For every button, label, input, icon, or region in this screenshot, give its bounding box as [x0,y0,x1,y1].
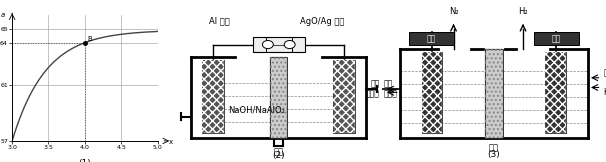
Text: x: x [168,139,173,145]
Bar [545,52,565,133]
Text: H₂: H₂ [518,7,528,16]
Bar [253,37,305,52]
Bar [422,52,442,133]
Bar [422,52,442,133]
Circle shape [284,40,295,49]
Text: 隔膜: 隔膜 [489,143,499,152]
Text: B: B [88,35,93,42]
Text: 隔膜: 隔膜 [274,148,284,157]
Bar [485,49,503,138]
Text: (1): (1) [78,159,92,162]
Text: (3): (3) [487,150,501,159]
Text: 电解
排出液: 电解 排出液 [384,79,398,99]
Text: AgO/Ag 电极: AgO/Ag 电极 [300,17,345,26]
Text: a: a [1,12,5,18]
Text: N₂: N₂ [448,7,458,16]
Bar [333,60,355,133]
Bar [408,32,453,45]
Text: NaOH/NaAlO₂: NaOH/NaAlO₂ [228,106,285,115]
Bar [545,52,565,133]
Text: 尿素: 尿素 [604,68,606,77]
Text: 阴极: 阴极 [552,34,561,43]
Circle shape [262,40,273,49]
Bar [485,49,503,138]
Text: 电解
排出液: 电解 排出液 [365,79,379,99]
Text: Al 电极: Al 电极 [210,17,230,26]
Bar [270,57,287,138]
Bar [270,57,287,138]
Bar [202,60,224,133]
Bar [534,32,579,45]
Text: 阳极: 阳极 [427,34,436,43]
Text: KOH 溶液: KOH 溶液 [604,88,606,97]
Bar [202,60,224,133]
Bar [333,60,355,133]
Text: (2): (2) [273,151,285,160]
